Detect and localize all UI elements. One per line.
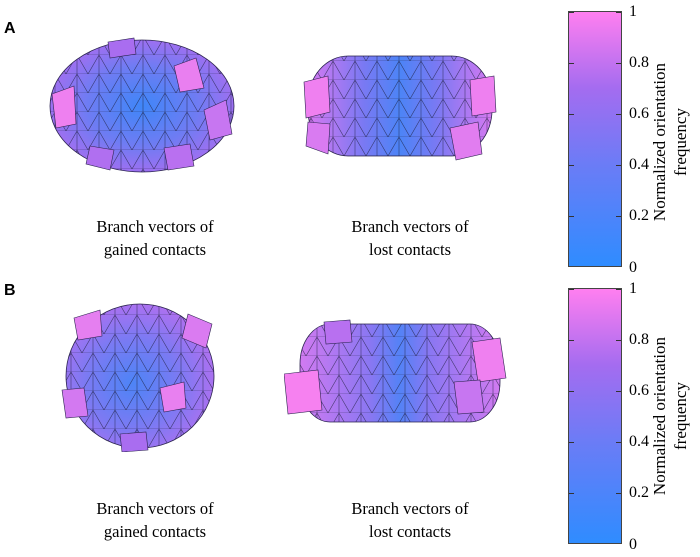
- rose-diagram-gained-b: [61, 303, 215, 452]
- colorbar-title-b: Normalized orientation frequency: [649, 301, 693, 531]
- colorbar-b: 1 0.8 0.6 0.4 0.2 0: [568, 281, 649, 553]
- colorbar-tick-label: 0.2: [629, 207, 649, 224]
- colorbar-tick-label: 0.8: [629, 54, 649, 71]
- caption-line: Branch vectors of: [96, 499, 214, 518]
- panel-letter-b: B: [4, 282, 16, 299]
- rose-diagram-lost-a: [303, 55, 497, 161]
- caption-line: Branch vectors of: [351, 499, 469, 518]
- caption-lost-b: Branch vectors of lost contacts: [325, 497, 495, 543]
- panel-letter-a: A: [4, 20, 16, 37]
- colorbar-title-line: frequency: [671, 382, 690, 450]
- colorbar-tick-label: 0.6: [629, 382, 649, 399]
- colorbar-title-line: frequency: [671, 108, 690, 176]
- caption-gained-a: Branch vectors of gained contacts: [70, 215, 240, 261]
- rose-diagram-gained-a: [49, 37, 235, 173]
- colorbar-title-line: Normalized orientation: [650, 62, 669, 222]
- colorbar-title-line: Normalized orientation: [650, 336, 669, 496]
- colorbar-a: 1 0.8 0.6 0.4 0.2 0: [568, 4, 649, 276]
- colorbar-tick-label: 0: [629, 259, 637, 276]
- colorbar-tick-label: 1: [629, 280, 637, 297]
- caption-line: lost contacts: [368, 522, 452, 541]
- caption-line: Branch vectors of: [351, 217, 469, 236]
- colorbar-tick-label: 0.4: [629, 156, 649, 173]
- caption-lost-a: Branch vectors of lost contacts: [325, 215, 495, 261]
- colorbar-tick-label: 0: [629, 536, 637, 553]
- caption-gained-b: Branch vectors of gained contacts: [70, 497, 240, 543]
- rose-diagram-lost-b: [284, 319, 507, 423]
- caption-line: gained contacts: [103, 240, 207, 259]
- caption-line: Branch vectors of: [96, 217, 214, 236]
- colorbar-title-a: Normalized orientation frequency: [649, 27, 693, 257]
- colorbar-tick-label: 0.6: [629, 105, 649, 122]
- caption-line: gained contacts: [103, 522, 207, 541]
- colorbar-tick-label: 0.8: [629, 331, 649, 348]
- colorbar-tick-label: 1: [629, 3, 637, 20]
- colorbar-tick-label: 0.4: [629, 433, 649, 450]
- colorbar-tick-label: 0.2: [629, 484, 649, 501]
- caption-line: lost contacts: [368, 240, 452, 259]
